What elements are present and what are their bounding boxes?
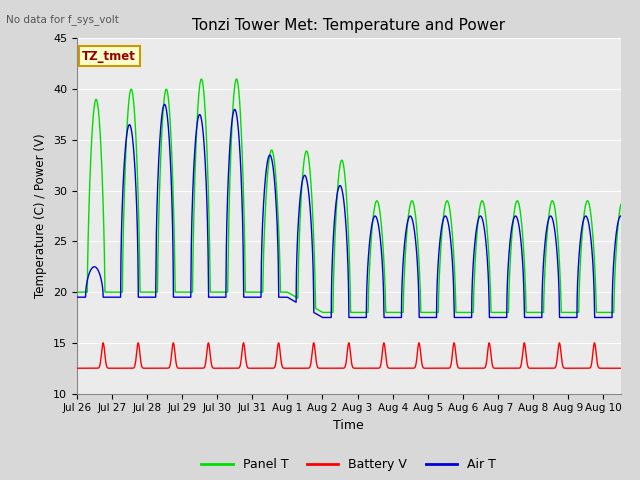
Y-axis label: Temperature (C) / Power (V): Temperature (C) / Power (V)	[35, 134, 47, 298]
Text: No data for f_sys_volt: No data for f_sys_volt	[6, 14, 119, 25]
Title: Tonzi Tower Met: Temperature and Power: Tonzi Tower Met: Temperature and Power	[192, 18, 506, 33]
Legend: Panel T, Battery V, Air T: Panel T, Battery V, Air T	[196, 453, 501, 476]
X-axis label: Time: Time	[333, 419, 364, 432]
Text: TZ_tmet: TZ_tmet	[82, 50, 136, 63]
